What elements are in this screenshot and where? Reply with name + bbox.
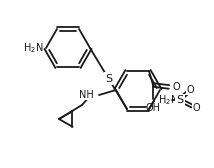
Text: O: O	[173, 82, 181, 92]
Text: NH: NH	[79, 90, 94, 100]
Text: O: O	[192, 103, 200, 113]
Text: H$_2$N: H$_2$N	[158, 93, 178, 107]
Text: OH: OH	[146, 103, 160, 113]
Text: H$_2$N: H$_2$N	[22, 41, 43, 55]
Text: S: S	[176, 95, 184, 105]
Text: O: O	[186, 85, 194, 95]
Text: S: S	[105, 74, 112, 83]
